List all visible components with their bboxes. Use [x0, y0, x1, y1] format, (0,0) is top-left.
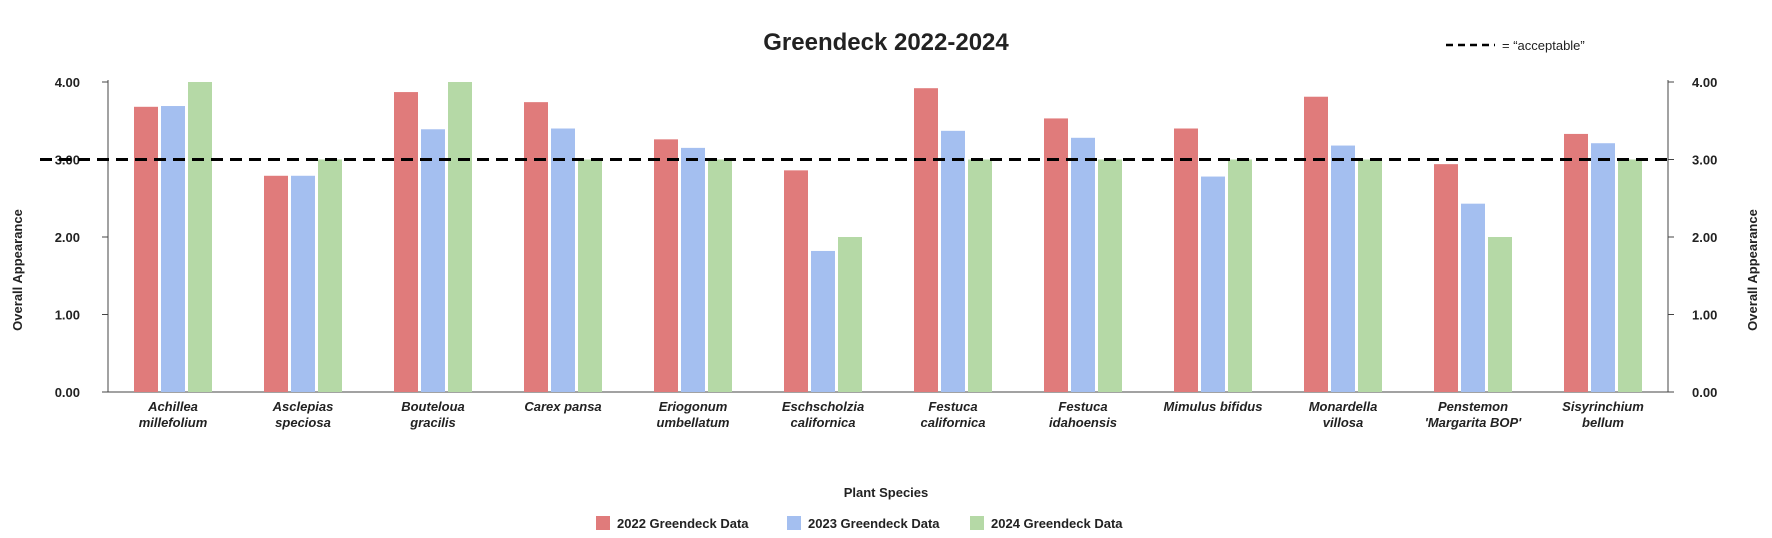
x-tick-label: Eschscholzia californica — [782, 399, 864, 430]
x-tick-label: Penstemon 'Margarita BOP' — [1425, 399, 1522, 430]
x-tick-label: Bouteloua gracilis — [401, 399, 465, 430]
bar — [941, 130, 965, 392]
x-tick-label-line: Festuca — [928, 399, 977, 414]
x-tick-label-line: Mimulus bifidus — [1164, 399, 1263, 414]
x-tick-label: Sisyrinchium bellum — [1562, 399, 1644, 430]
bar — [551, 128, 575, 392]
bar — [524, 102, 548, 393]
x-tick-label: Carex pansa — [524, 399, 601, 414]
left-y-axis: 0.001.002.003.004.00 — [55, 75, 1668, 400]
right-tick-label: 4.00 — [1692, 75, 1717, 90]
reference-line-legend: = “acceptable” — [1446, 38, 1585, 53]
left-tick-label: 1.00 — [55, 308, 80, 323]
x-tick-label-line: Carex pansa — [524, 399, 601, 414]
x-tick-label-line: Sisyrinchium — [1562, 399, 1644, 414]
left-tick-label: 4.00 — [55, 75, 80, 90]
x-tick-label-line: Asclepias — [272, 399, 334, 414]
right-tick-label: 3.00 — [1692, 153, 1717, 168]
bar — [1461, 203, 1485, 392]
x-tick-label: Mimulus bifidus — [1164, 399, 1263, 414]
x-tick-label-line: Eschscholzia — [782, 399, 864, 414]
bar — [1201, 176, 1225, 392]
bar — [1228, 159, 1252, 392]
right-tick-label: 2.00 — [1692, 230, 1717, 245]
legend-swatch — [596, 516, 610, 530]
x-tick-label-line: californica — [920, 415, 985, 430]
bar — [811, 250, 835, 392]
bar — [708, 159, 732, 392]
x-tick-label: Festuca idahoensis — [1049, 399, 1117, 430]
bar — [968, 159, 992, 392]
x-tick-label: Achillea millefolium — [139, 399, 208, 430]
x-tick-label: Monardella villosa — [1309, 399, 1378, 430]
bar — [1591, 143, 1615, 392]
x-tick-label-line: californica — [790, 415, 855, 430]
legend-label: 2023 Greendeck Data — [808, 516, 940, 531]
bar — [421, 129, 445, 392]
y-axis-title-left: Overall Appearance — [10, 209, 25, 331]
x-tick-label-line: Penstemon — [1438, 399, 1508, 414]
bar — [264, 175, 288, 392]
x-tick-label: Festuca californica — [920, 399, 985, 430]
bar — [1071, 137, 1095, 392]
left-tick-label: 0.00 — [55, 385, 80, 400]
y-axis-title-right: Overall Appearance — [1745, 209, 1760, 331]
bar — [1098, 159, 1122, 392]
x-tick-label-line: millefolium — [139, 415, 208, 430]
legend-label: 2022 Greendeck Data — [617, 516, 749, 531]
bar — [1358, 159, 1382, 392]
bar — [914, 88, 938, 392]
right-tick-label: 1.00 — [1692, 308, 1717, 323]
x-tick-label-line: Bouteloua — [401, 399, 465, 414]
bar — [448, 82, 472, 392]
x-tick-label-line: 'Margarita BOP' — [1425, 415, 1522, 430]
bar — [1564, 133, 1588, 393]
x-tick-label-line: Festuca — [1058, 399, 1107, 414]
x-tick-label-line: gracilis — [409, 415, 456, 430]
bar — [1488, 237, 1512, 392]
x-tick-label: Eriogonum umbellatum — [657, 399, 730, 430]
legend: 2022 Greendeck Data 2023 Greendeck Data 20… — [596, 516, 1123, 531]
bar — [578, 159, 602, 392]
bar — [1618, 159, 1642, 392]
x-axis-categories: Achillea millefolium Asclepias speciosa Bout… — [139, 399, 1645, 430]
legend-label: 2024 Greendeck Data — [991, 516, 1123, 531]
x-tick-label-line: Monardella — [1309, 399, 1378, 414]
bar — [654, 139, 678, 392]
reference-legend-label: = “acceptable” — [1502, 38, 1585, 53]
right-tick-label: 0.00 — [1692, 385, 1717, 400]
bar — [681, 147, 705, 392]
legend-swatch — [970, 516, 984, 530]
bar — [1331, 145, 1355, 392]
bars-group — [134, 82, 1642, 393]
bar — [784, 170, 808, 392]
bar — [838, 237, 862, 392]
bar — [1304, 96, 1328, 392]
right-y-axis: 0.00 1.00 2.00 3.00 4.00 — [1667, 75, 1717, 400]
x-tick-label-line: villosa — [1323, 415, 1363, 430]
chart-title: Greendeck 2022-2024 — [763, 29, 1009, 56]
bar — [1044, 118, 1068, 393]
bar — [134, 106, 158, 393]
x-tick-label-line: umbellatum — [657, 415, 730, 430]
bar — [161, 106, 185, 393]
bar — [291, 175, 315, 392]
x-axis-title: Plant Species — [844, 485, 929, 500]
legend-swatch — [787, 516, 801, 530]
bar — [394, 92, 418, 392]
bar — [318, 159, 342, 392]
bar — [1434, 164, 1458, 392]
left-tick-label: 2.00 — [55, 230, 80, 245]
bar — [188, 82, 212, 392]
x-tick-label-line: bellum — [1582, 415, 1624, 430]
x-tick-label-line: speciosa — [275, 415, 331, 430]
bar — [1174, 128, 1198, 392]
x-tick-label-line: idahoensis — [1049, 415, 1117, 430]
x-tick-label: Asclepias speciosa — [272, 399, 334, 430]
x-tick-label-line: Achillea — [147, 399, 198, 414]
x-tick-label-line: Eriogonum — [659, 399, 728, 414]
